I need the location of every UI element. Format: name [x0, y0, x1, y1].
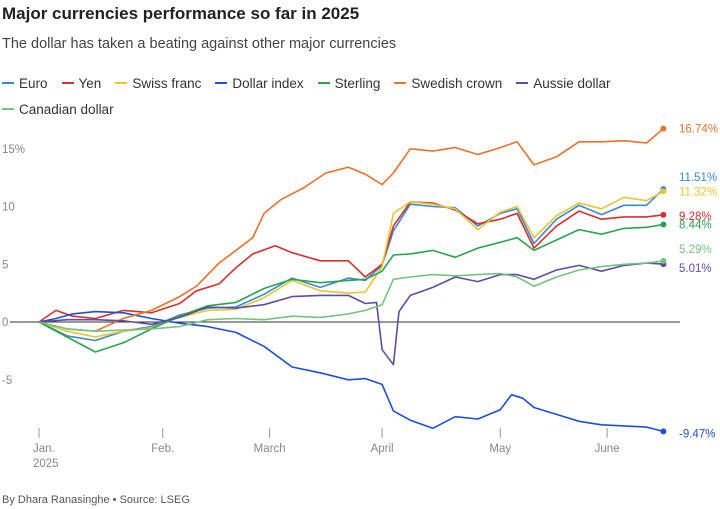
legend-item: Swiss franc — [115, 70, 201, 96]
legend-swatch — [394, 82, 407, 84]
legend-label: Canadian dollar — [19, 101, 114, 117]
y-tick-label: 0 — [2, 317, 8, 329]
y-tick-label: 5 — [2, 259, 8, 271]
legend-label: Euro — [19, 75, 48, 91]
series-line-aussie-dollar — [38, 262, 664, 366]
series-end-marker — [660, 125, 667, 132]
series-end-label: 5.29% — [679, 244, 712, 256]
series-end-label: 5.01% — [679, 263, 712, 275]
y-tick-label: 15% — [2, 144, 25, 156]
legend-item: Euro — [2, 70, 48, 96]
legend-swatch — [2, 108, 14, 110]
series-line-yen — [38, 201, 664, 323]
series-line-canadian-dollar — [38, 260, 664, 333]
series-end-label: 11.51% — [679, 172, 717, 184]
legend-label: Dollar index — [232, 75, 304, 91]
x-tick-label: Feb. — [151, 443, 174, 455]
series-line-euro — [38, 188, 664, 342]
legend-label: Sterling — [334, 75, 381, 91]
chart-title: Major currencies performance so far in 2… — [2, 4, 360, 23]
legend-label: Swedish crown — [411, 75, 503, 91]
series-end-label: 8.44% — [679, 220, 712, 232]
series-end-label: 9.28% — [679, 211, 712, 223]
legend-item: Swedish crown — [394, 70, 502, 96]
legend-swatch — [516, 82, 529, 84]
legend-item: Aussie dollar — [516, 70, 611, 96]
line-chart: 15% 10 5 0 -5 Jan. 2025 Feb. March April May June 1… — [2, 124, 718, 470]
x-tick-label: March — [254, 443, 286, 455]
legend-swatch — [215, 82, 228, 84]
legend-label: Swiss franc — [132, 75, 202, 91]
series-end-marker — [660, 211, 667, 218]
x-tick-sublabel: 2025 — [33, 458, 59, 470]
y-tick-label: 10 — [2, 202, 15, 214]
x-tick-label: April — [371, 443, 394, 455]
legend-swatch — [115, 82, 128, 84]
series-line-dollar-index — [38, 310, 664, 433]
x-tick-label: May — [489, 443, 511, 455]
series-line-swedish-crown — [38, 128, 664, 333]
series-line-sterling — [38, 223, 664, 353]
legend-item: Dollar index — [215, 70, 304, 96]
series-end-label: -9.47% — [679, 428, 715, 440]
legend-swatch — [61, 82, 74, 84]
y-tick-label: -5 — [2, 375, 12, 387]
legend-swatch — [317, 82, 330, 84]
series-end-marker — [660, 221, 667, 228]
legend-item: Canadian dollar — [2, 96, 114, 122]
chart-legend: Euro Yen Swiss franc Dollar index Sterling Sw… — [2, 70, 702, 122]
series-end-marker — [660, 428, 667, 435]
x-tick-label: June — [595, 443, 620, 455]
legend-swatch — [2, 82, 14, 84]
series-end-label: 11.32% — [679, 186, 717, 198]
legend-label: Yen — [78, 75, 102, 91]
chart-subtitle: The dollar has taken a beating against o… — [2, 36, 397, 52]
legend-item: Yen — [61, 70, 102, 96]
legend-label: Aussie dollar — [533, 75, 611, 91]
legend-item: Sterling — [317, 70, 381, 96]
x-tick-label: Jan. — [33, 443, 55, 455]
series-end-marker — [660, 257, 667, 264]
series-end-marker — [660, 188, 667, 195]
series-end-label: 16.74% — [679, 124, 718, 136]
chart-credit: By Dhara Ranasinghe • Source: LSEG — [2, 494, 190, 506]
